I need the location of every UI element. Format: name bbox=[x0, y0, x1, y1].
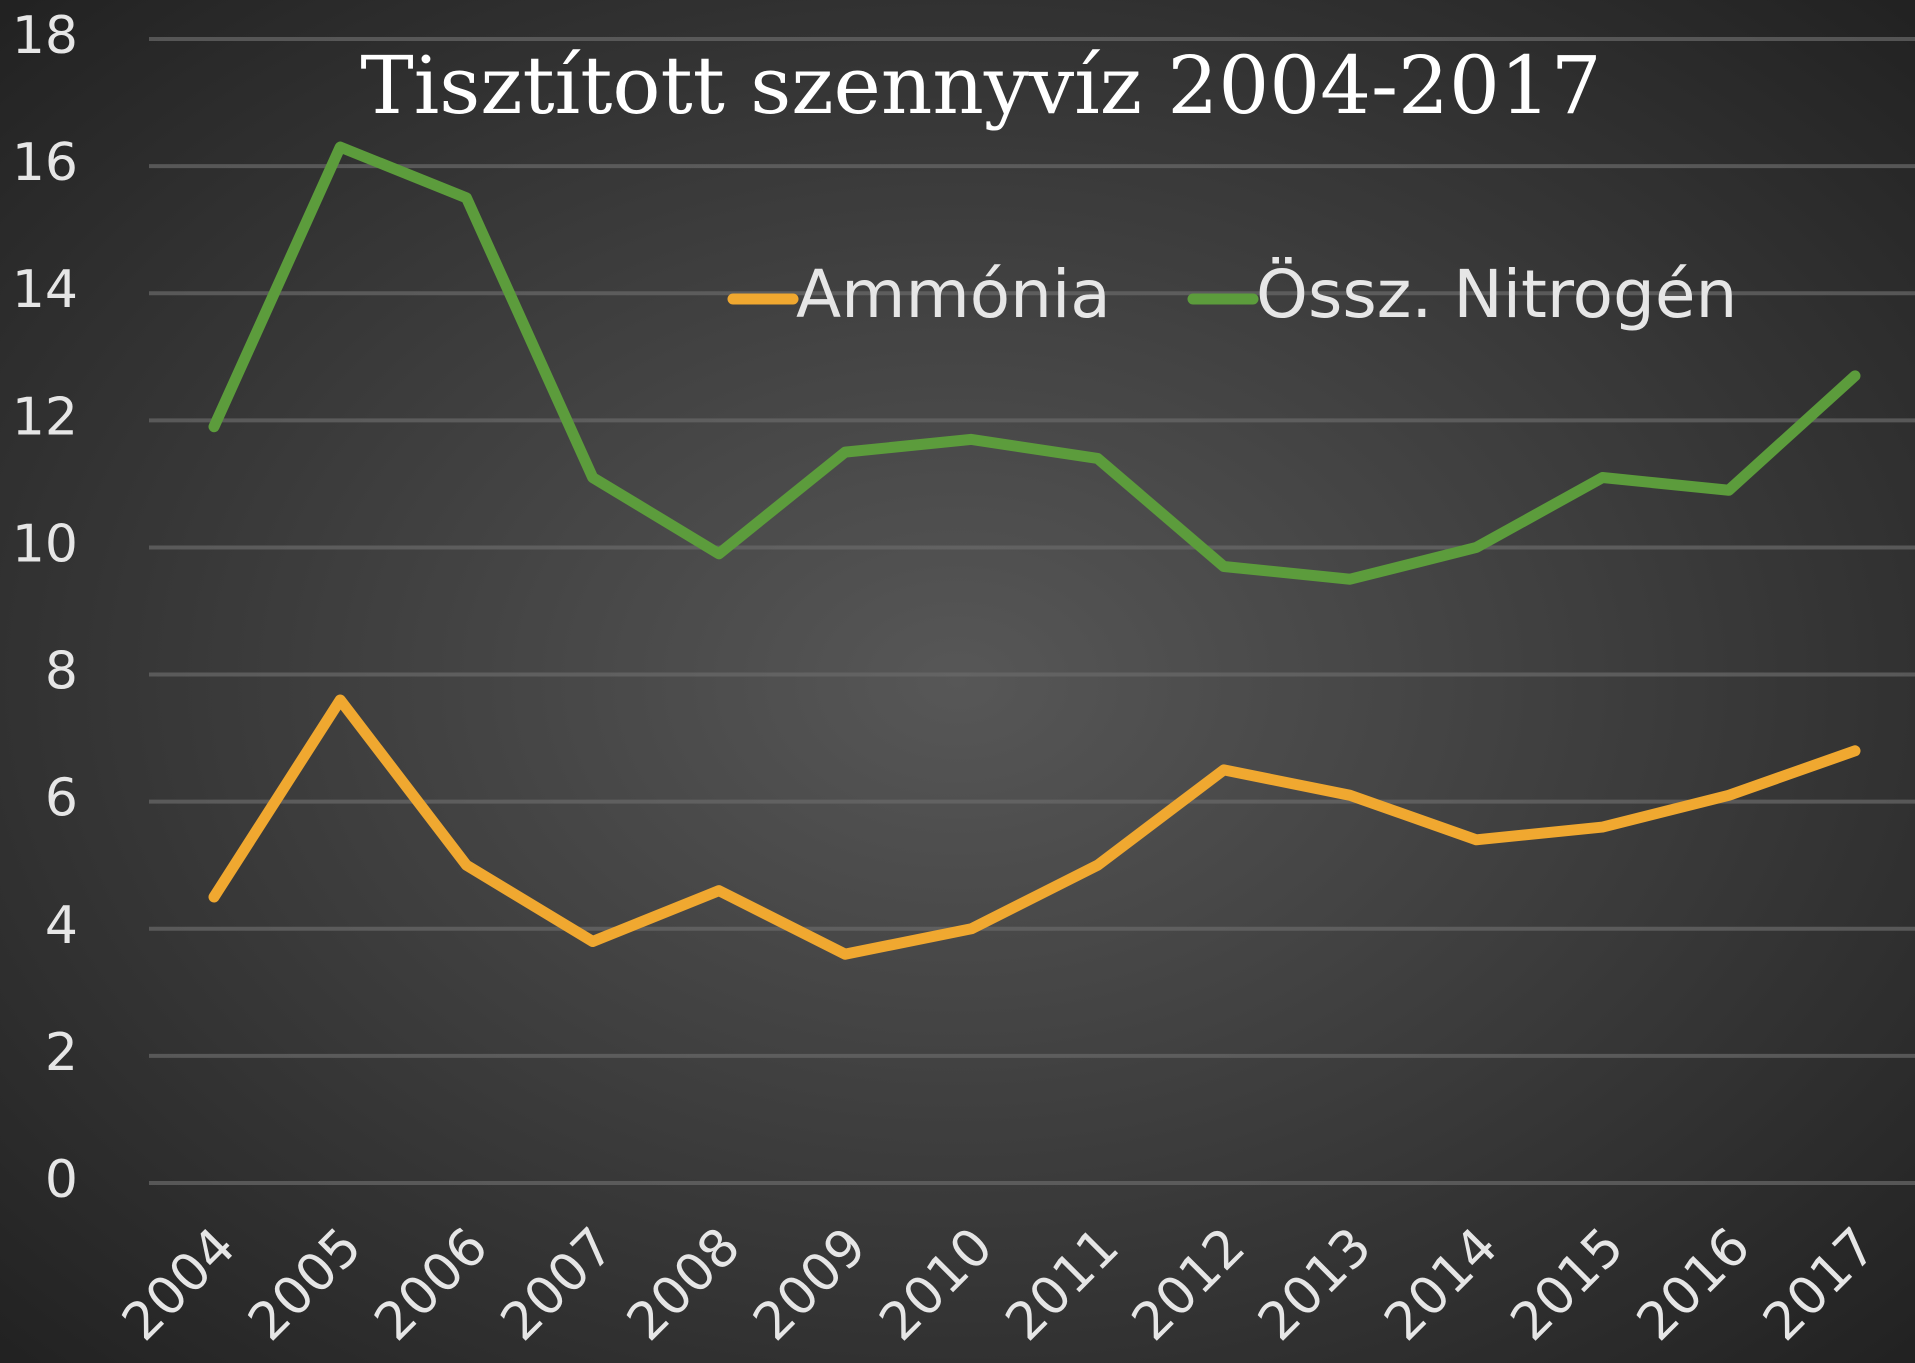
chart-title: Tisztított szennyvíz 2004-2017 bbox=[360, 39, 1601, 132]
y-tick-label: 6 bbox=[45, 769, 78, 829]
line-series bbox=[208, 141, 1861, 585]
legend-label: Össz. Nitrogén bbox=[1256, 256, 1737, 333]
y-tick-label: 4 bbox=[45, 896, 78, 956]
line-series bbox=[208, 694, 1861, 960]
y-tick-label: 2 bbox=[45, 1023, 78, 1083]
legend-label: Ammónia bbox=[796, 256, 1111, 333]
y-tick-label: 14 bbox=[12, 260, 78, 320]
y-tick-label: 10 bbox=[12, 514, 78, 574]
y-tick-label: 8 bbox=[45, 642, 78, 702]
y-tick-label: 18 bbox=[12, 6, 78, 66]
y-tick-label: 12 bbox=[12, 387, 78, 447]
y-tick-label: 0 bbox=[45, 1150, 78, 1210]
y-tick-label: 16 bbox=[12, 133, 78, 193]
